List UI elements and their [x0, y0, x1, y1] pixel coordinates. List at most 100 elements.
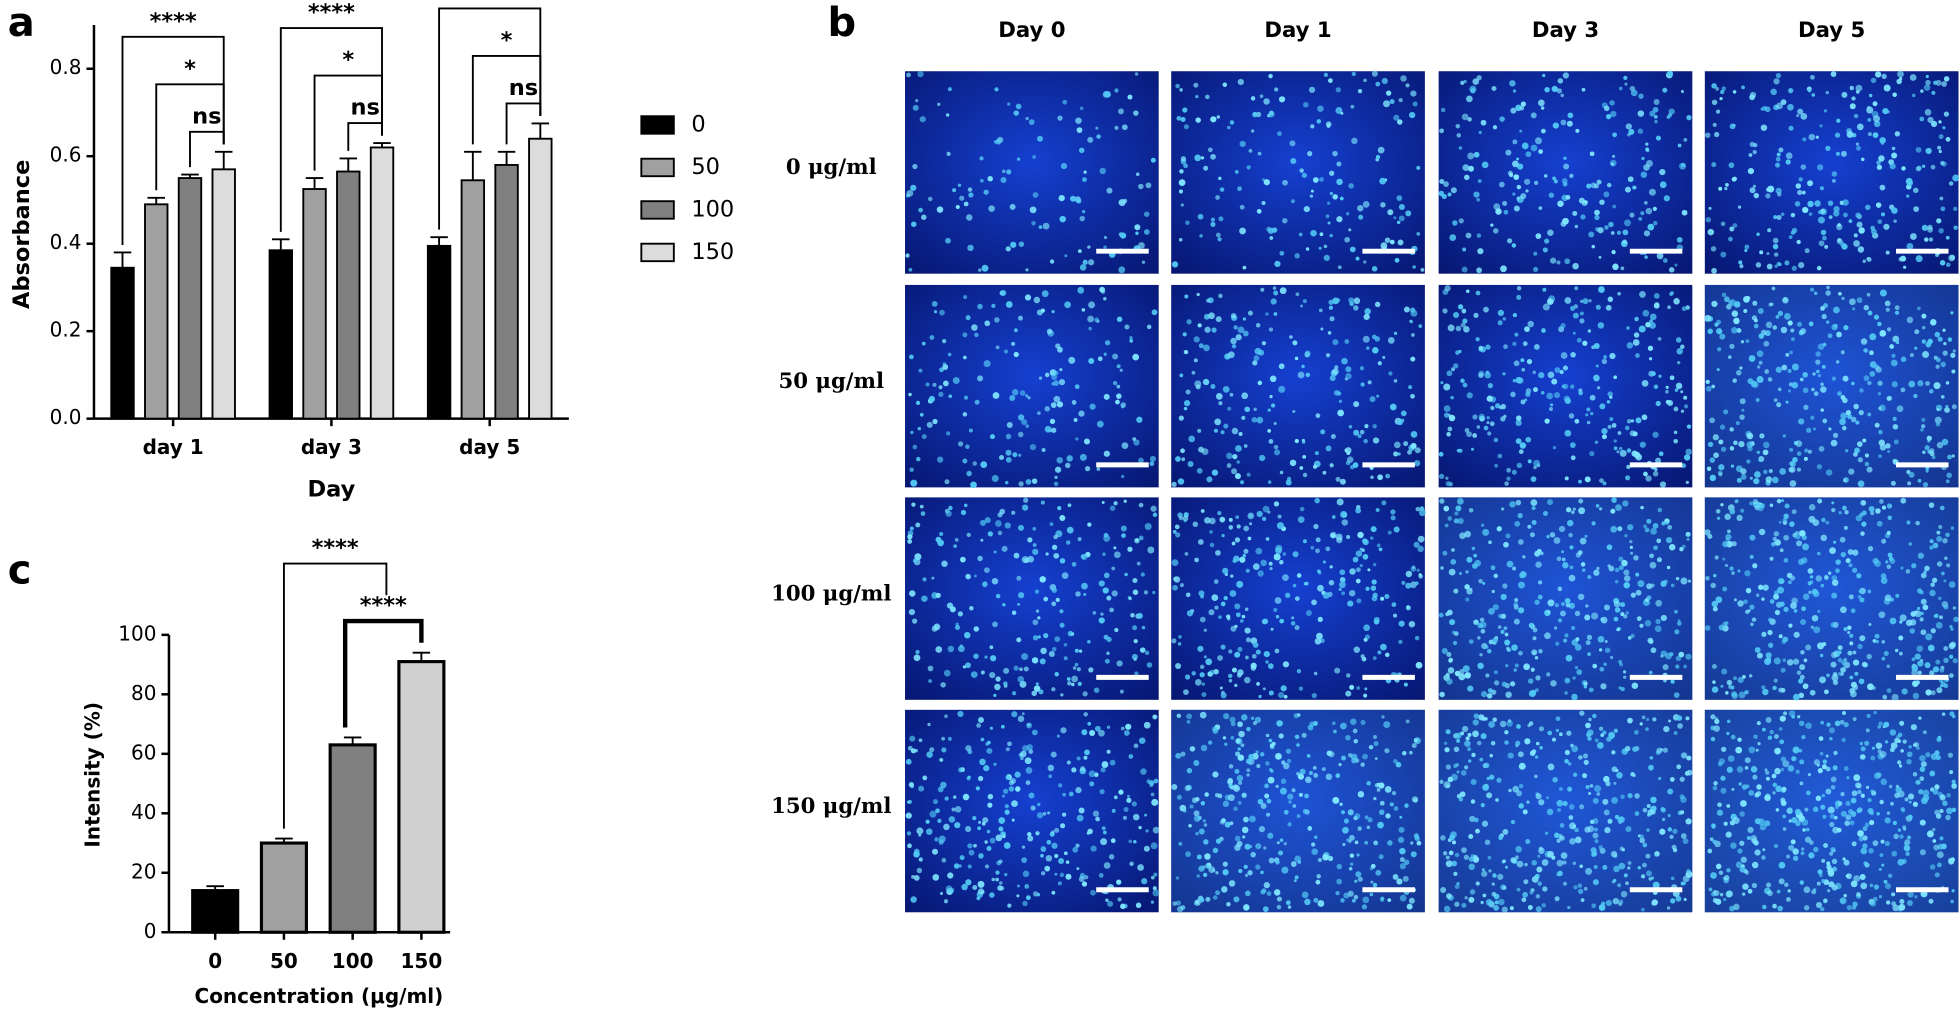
cell-nucleus [1384, 786, 1392, 793]
cell-nucleus [978, 853, 984, 859]
cell-nucleus [1610, 162, 1615, 166]
cell-nucleus [960, 509, 967, 516]
cell-nucleus [1239, 204, 1245, 210]
cell-nucleus [1413, 798, 1418, 803]
cell-nucleus [1143, 590, 1149, 595]
cell-nucleus [1764, 768, 1768, 772]
cell-nucleus [1372, 424, 1377, 429]
cell-nucleus [1863, 304, 1870, 311]
cell-nucleus [1547, 371, 1555, 379]
cell-nucleus [1194, 557, 1199, 563]
cell-nucleus [1712, 434, 1719, 441]
cell-nucleus [1601, 358, 1607, 365]
cell-nucleus [1594, 738, 1599, 743]
cell-nucleus [1840, 150, 1847, 157]
cell-nucleus [1833, 815, 1838, 820]
cell-nucleus [1761, 597, 1765, 601]
cell-nucleus [1802, 593, 1810, 600]
cell-nucleus [1883, 650, 1889, 656]
cell-nucleus [1842, 375, 1849, 382]
cell-nucleus [1384, 748, 1390, 754]
cell-nucleus [1317, 616, 1323, 622]
cell-nucleus [1461, 847, 1467, 854]
cell-nucleus [1722, 540, 1729, 548]
cell-nucleus [1821, 793, 1826, 798]
cell-nucleus [1236, 460, 1240, 464]
cell-nucleus [1649, 756, 1654, 760]
cell-nucleus [932, 418, 938, 425]
cell-nucleus [1774, 734, 1779, 739]
cell-nucleus [1124, 324, 1130, 330]
cell-nucleus [1050, 402, 1057, 409]
cell-nucleus [1749, 476, 1753, 480]
cell-nucleus [998, 826, 1004, 832]
cell-nucleus [1268, 111, 1275, 118]
cell-nucleus [1567, 112, 1574, 119]
cell-nucleus [1270, 769, 1274, 773]
cell-nucleus [1349, 862, 1354, 866]
cell-nucleus [1104, 90, 1111, 98]
cell-nucleus [1769, 599, 1775, 604]
cell-nucleus [1930, 319, 1937, 326]
cell-nucleus [1748, 746, 1756, 754]
significance-bracket [342, 618, 424, 728]
cell-nucleus [1118, 789, 1124, 795]
cell-nucleus [1746, 432, 1754, 440]
cell-nucleus [1230, 313, 1237, 319]
cell-nucleus [1886, 688, 1892, 693]
cell-nucleus [1924, 108, 1932, 116]
cell-nucleus [1144, 522, 1152, 530]
cell-nucleus [1865, 785, 1870, 790]
cell-nucleus [1790, 602, 1797, 609]
cell-nucleus [1950, 899, 1954, 904]
cell-nucleus [1709, 417, 1715, 424]
cell-nucleus [937, 786, 944, 793]
cell-nucleus [1559, 835, 1565, 841]
cell-nucleus [1938, 524, 1943, 529]
cell-nucleus [1753, 192, 1760, 199]
cell-nucleus [1940, 681, 1946, 687]
cell-nucleus [1616, 772, 1623, 779]
cell-nucleus [1410, 393, 1415, 399]
cell-nucleus [1794, 808, 1802, 816]
cell-nucleus [1064, 301, 1071, 309]
cell-nucleus [1751, 882, 1758, 889]
cell-nucleus [1535, 906, 1542, 913]
cell-nucleus [1884, 840, 1890, 847]
cell-nucleus [1764, 794, 1771, 802]
cell-nucleus [938, 835, 946, 843]
cell-nucleus [1796, 467, 1801, 472]
cell-nucleus [1562, 72, 1569, 79]
cell-nucleus [1935, 813, 1942, 819]
cell-nucleus [1843, 721, 1849, 728]
cell-nucleus [1935, 422, 1941, 427]
cell-nucleus [1058, 194, 1065, 202]
cell-nucleus [1666, 906, 1671, 910]
cell-nucleus [1141, 625, 1146, 630]
cell-nucleus [1549, 257, 1557, 264]
cell-nucleus [1522, 809, 1528, 815]
cell-nucleus [1306, 753, 1311, 758]
cell-nucleus [915, 400, 921, 406]
cell-nucleus [1094, 317, 1100, 323]
cell-nucleus [1505, 533, 1511, 539]
cell-nucleus [1945, 404, 1949, 408]
cell-nucleus [1228, 525, 1234, 530]
cell-nucleus [1930, 164, 1936, 170]
cell-nucleus [1036, 892, 1041, 897]
cell-nucleus [1724, 186, 1728, 191]
cell-nucleus [1219, 187, 1225, 192]
cell-nucleus [1186, 719, 1191, 724]
cell-nucleus [1839, 536, 1846, 543]
cell-nucleus [1114, 88, 1119, 93]
cell-nucleus [1209, 542, 1215, 548]
cell-nucleus [1776, 261, 1781, 267]
cell-nucleus [1950, 526, 1955, 530]
cell-nucleus [1040, 853, 1044, 858]
cell-nucleus [1555, 716, 1561, 722]
cell-nucleus [1261, 341, 1267, 346]
cell-nucleus [1215, 890, 1221, 896]
cell-nucleus [1246, 768, 1251, 773]
cell-nucleus [1893, 219, 1897, 223]
cell-nucleus [1741, 784, 1748, 790]
